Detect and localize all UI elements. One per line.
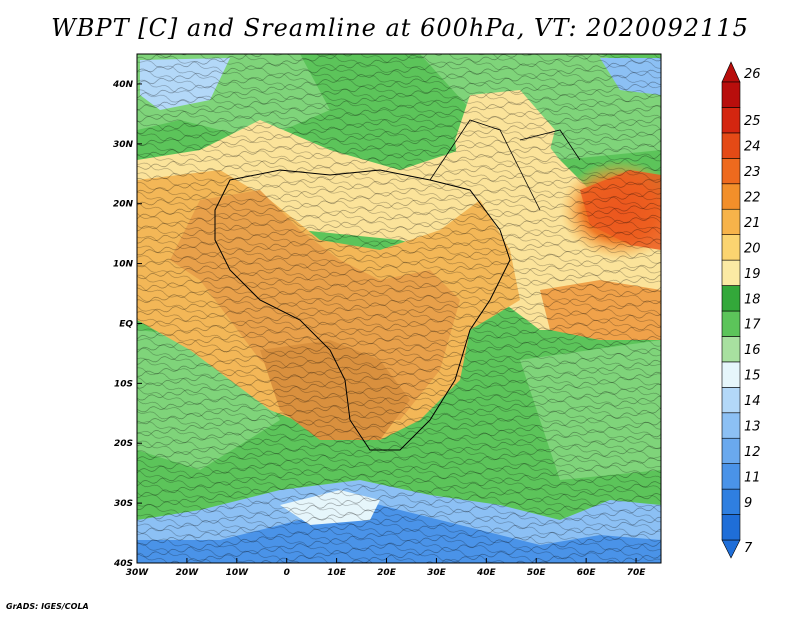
colorbar-label: 13 [744, 420, 761, 435]
colorbar-label: 9 [744, 496, 752, 511]
lat-tick-label: 30S [114, 499, 133, 509]
lat-tick-label: 20N [113, 200, 134, 210]
wbpt-field [137, 54, 661, 563]
lon-tick-label: 30W [126, 568, 150, 578]
colorbar-swatch [721, 488, 741, 515]
colorbar-swatch [721, 158, 741, 185]
lon-tick-label: 0 [284, 568, 290, 578]
colorbar-swatch [721, 208, 741, 235]
colorbar-swatch [721, 107, 741, 134]
lon-tick-label: 50E [527, 568, 547, 578]
colorbar-swatch [721, 183, 741, 210]
colorbar-label: 18 [744, 292, 761, 307]
lat-tick-label: 10S [114, 379, 133, 389]
lat-tick-label: EQ [119, 319, 133, 329]
colorbar-label: 15 [744, 369, 761, 384]
colorbar-label: 7 [744, 541, 753, 556]
colorbar-label: 26 [744, 67, 761, 82]
colorbar-label: 12 [744, 445, 761, 460]
colorbar-label: 16 [744, 343, 761, 358]
colorbar-label: 21 [744, 216, 761, 231]
colorbar-swatch [721, 412, 741, 439]
lat-tick-label: 40S [113, 559, 133, 569]
colorbar-swatch [721, 361, 741, 388]
lon-tick-label: 60E [577, 568, 597, 578]
chart-title: WBPT [C] and Sreamline at 600hPa, VT: 20… [51, 14, 749, 42]
credit-text: GrADS: IGES/COLA [6, 602, 89, 611]
lon-tick-label: 40E [476, 568, 497, 578]
colorbar-label: 22 [744, 191, 761, 206]
colorbar-label: 25 [744, 114, 761, 129]
lon-tick-label: 30E [427, 568, 447, 578]
colorbar-top-arrow [721, 61, 741, 83]
colorbar-label: 11 [744, 470, 761, 485]
colorbar: 7 9 11 12 13 14 15 16 17 18 19 20 21 22 23 24 25 26 [721, 61, 761, 559]
colorbar-bottom-arrow [721, 539, 741, 559]
lat-tick-label: 30N [113, 140, 134, 150]
colorbar-label: 20 [744, 241, 761, 256]
colorbar-swatch [721, 336, 741, 363]
lon-tick-label: 10W [226, 568, 250, 578]
lat-tick-label: 40N [112, 80, 134, 90]
latitude-axis: 40N 30N 20N 10N EQ 10S 20S 30S 40S [112, 80, 142, 569]
colorbar-swatch [721, 234, 741, 261]
lon-tick-label: 20W [176, 568, 200, 578]
lat-tick-label: 10N [113, 260, 134, 270]
lon-tick-label: 70E [627, 568, 647, 578]
colorbar-swatch [721, 132, 741, 159]
colorbar-swatch [721, 81, 741, 108]
colorbar-label: 19 [744, 267, 761, 282]
lat-tick-label: 20S [114, 439, 133, 449]
colorbar-swatch [721, 310, 741, 337]
colorbar-label: 23 [744, 165, 761, 180]
colorbar-swatch [721, 285, 741, 312]
map-frame [136, 53, 662, 564]
colorbar-label: 14 [744, 394, 761, 409]
colorbar-swatch [721, 437, 741, 464]
lon-tick-label: 20E [377, 568, 397, 578]
longitude-axis: 30W 20W 10W 0 10E 20E 30E 40E 50E 60E 70E [126, 558, 646, 578]
colorbar-label: 17 [744, 318, 761, 333]
lon-tick-label: 10E [327, 568, 347, 578]
colorbar-label: 24 [744, 140, 761, 155]
colorbar-swatch [721, 387, 741, 414]
colorbar-swatch [721, 463, 741, 490]
colorbar-swatch [721, 514, 741, 541]
colorbar-swatch [721, 259, 741, 286]
